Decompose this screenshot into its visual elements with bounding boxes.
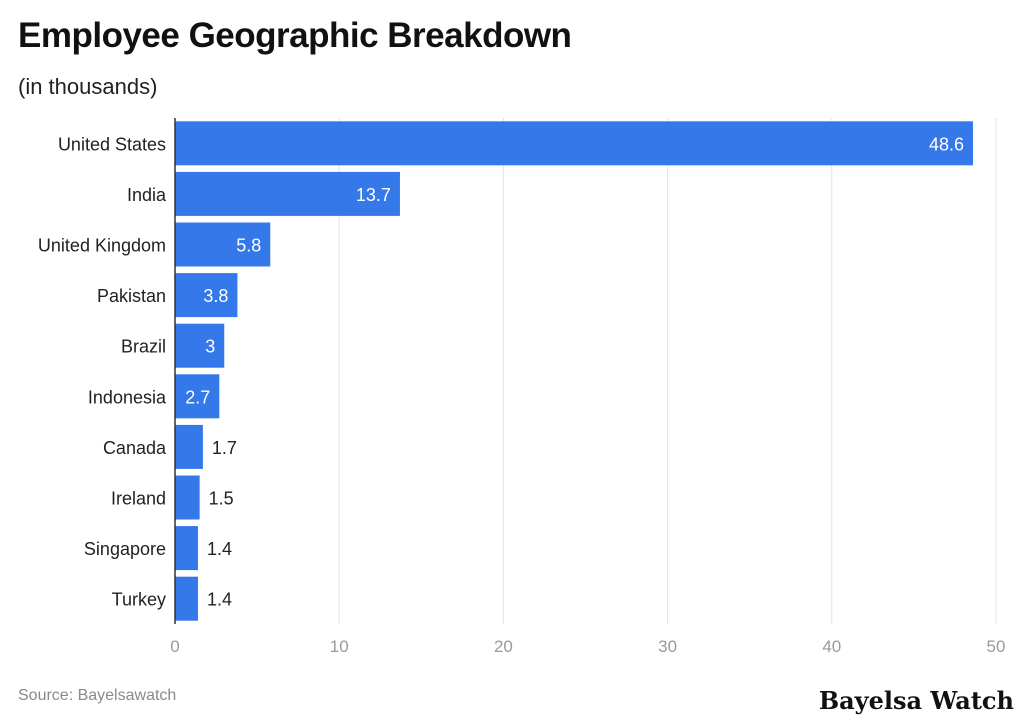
x-tick-label: 10: [330, 637, 349, 656]
category-label: India: [127, 185, 167, 205]
bar: [175, 475, 200, 520]
chart-title: Employee Geographic Breakdown: [18, 16, 572, 55]
bar: [175, 273, 238, 318]
data-label: 13.7: [356, 185, 391, 205]
data-label: 5.8: [236, 236, 261, 256]
source-note: Source: Bayelsawatch: [18, 687, 177, 704]
data-label: 2.7: [185, 387, 210, 407]
x-tick-label: 40: [822, 637, 841, 656]
x-tick-label: 0: [170, 637, 179, 656]
bar: [175, 222, 271, 267]
category-label: Indonesia: [88, 387, 167, 407]
category-label: Turkey: [112, 590, 166, 610]
brand-logo: Bayelsa Watch: [818, 686, 1014, 715]
category-label: United States: [58, 134, 166, 154]
category-label: Brazil: [121, 337, 166, 357]
category-label: Singapore: [84, 539, 166, 559]
x-tick-label: 50: [987, 637, 1006, 656]
data-label: 3.8: [203, 286, 228, 306]
bar: [175, 171, 400, 216]
x-tick-label: 30: [658, 637, 677, 656]
data-label: 1.5: [209, 489, 234, 509]
bar: [175, 576, 198, 621]
chart-subtitle: (in thousands): [18, 74, 158, 99]
bar: [175, 374, 220, 419]
data-label: 1.4: [207, 590, 232, 610]
bar: [175, 121, 974, 166]
category-label: United Kingdom: [38, 236, 166, 256]
bar: [175, 526, 198, 571]
category-label: Pakistan: [97, 286, 166, 306]
data-label: 3: [205, 337, 215, 357]
bar: [175, 323, 225, 368]
data-label: 1.7: [212, 438, 237, 458]
bar: [175, 424, 203, 469]
category-label: Ireland: [111, 489, 166, 509]
data-label: 48.6: [929, 134, 964, 154]
data-label: 1.4: [207, 539, 232, 559]
category-label: Canada: [103, 438, 167, 458]
x-tick-label: 20: [494, 637, 513, 656]
